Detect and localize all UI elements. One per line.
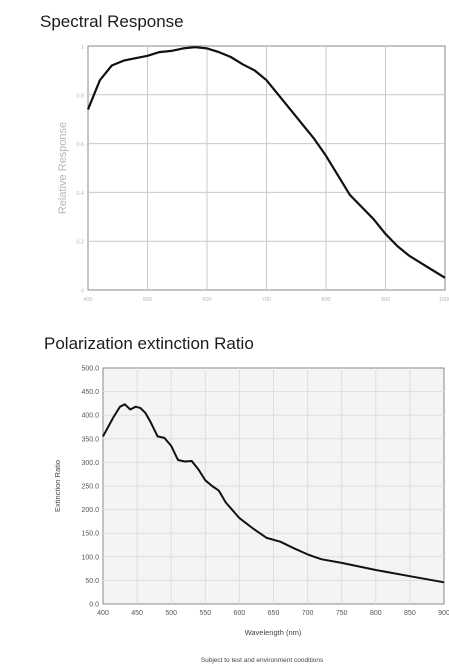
x-tick-label: 500 — [143, 297, 152, 303]
extinction-x-ticks: 400 450 500 550 600 650 700 750 800 850 900 — [97, 610, 449, 617]
y-tick-label: 0 — [81, 289, 84, 295]
extinction-x-axis-label: Wavelength (nm) — [245, 628, 302, 637]
y-tick-label: 0.6 — [76, 142, 84, 148]
spectral-response-chart: Spectral Response 0 0.2 0.4 0.6 0.8 1 400 500 6… — [40, 12, 449, 303]
extinction-ratio-chart: Polarization extinction Ratio 0.0 50.0 100… — [44, 334, 449, 637]
y-tick-label: 0.4 — [76, 191, 84, 197]
y-tick-label: 500.0 — [81, 366, 99, 373]
x-tick-label: 850 — [404, 610, 416, 617]
y-tick-label: 50.0 — [85, 578, 99, 585]
y-tick-label: 350.0 — [81, 436, 99, 443]
extinction-ratio-title: Polarization extinction Ratio — [44, 334, 254, 353]
x-tick-label: 800 — [321, 297, 330, 303]
spectral-x-ticks: 400 500 600 700 800 900 1000 — [83, 297, 449, 303]
spectral-y-ticks: 0 0.2 0.4 0.6 0.8 1 — [76, 45, 84, 295]
spectral-gridlines — [88, 46, 445, 290]
extinction-y-axis-label: Extinction Ratio — [53, 460, 62, 512]
x-tick-label: 600 — [234, 610, 246, 617]
x-tick-label: 800 — [370, 610, 382, 617]
y-tick-label: 0.0 — [89, 602, 99, 609]
y-tick-label: 250.0 — [81, 484, 99, 491]
x-tick-label: 700 — [262, 297, 271, 303]
extinction-series — [102, 403, 445, 584]
footnote: Subject to test and environment conditio… — [201, 657, 324, 664]
series-line — [86, 46, 446, 279]
y-tick-label: 150.0 — [81, 531, 99, 538]
spectral-series — [86, 46, 446, 279]
extinction-y-ticks: 0.0 50.0 100.0 150.0 200.0 250.0 300.0 350.0 400… — [81, 366, 99, 609]
x-tick-label: 400 — [83, 297, 92, 303]
y-tick-label: 450.0 — [81, 389, 99, 396]
x-tick-label: 1000 — [439, 297, 449, 303]
y-tick-label: 400.0 — [81, 413, 99, 420]
x-tick-label: 550 — [199, 610, 211, 617]
x-tick-label: 900 — [438, 610, 449, 617]
x-tick-label: 450 — [131, 610, 143, 617]
spectral-y-axis-label: Relative Response — [57, 122, 69, 214]
y-tick-label: 0.2 — [76, 240, 84, 246]
x-tick-label: 500 — [165, 610, 177, 617]
x-tick-label: 750 — [336, 610, 348, 617]
x-tick-label: 650 — [268, 610, 280, 617]
series-line — [102, 403, 445, 584]
x-tick-label: 400 — [97, 610, 109, 617]
spectral-response-title: Spectral Response — [40, 12, 184, 31]
x-tick-label: 700 — [302, 610, 314, 617]
y-tick-label: 300.0 — [81, 460, 99, 467]
y-tick-label: 200.0 — [81, 507, 99, 514]
extinction-gridlines — [103, 368, 444, 604]
x-tick-label: 600 — [202, 297, 211, 303]
y-tick-label: 100.0 — [81, 554, 99, 561]
x-tick-label: 900 — [381, 297, 390, 303]
y-tick-label: 1 — [81, 45, 84, 51]
y-tick-label: 0.8 — [76, 93, 84, 99]
